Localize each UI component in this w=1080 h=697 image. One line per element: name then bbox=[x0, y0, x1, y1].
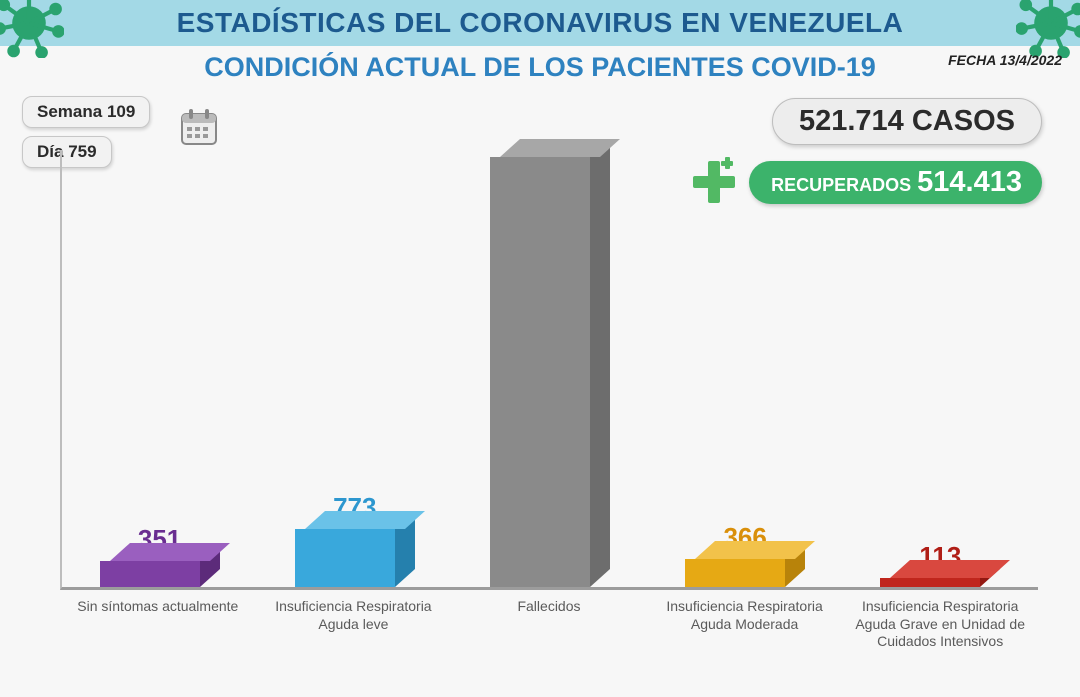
date-label: FECHA 13/4/2022 bbox=[948, 52, 1062, 68]
bars-container: 3517735698366113 bbox=[62, 150, 1038, 587]
header-band: ESTADÍSTICAS DEL CORONAVIRUS EN VENEZUEL… bbox=[0, 0, 1080, 46]
bar bbox=[100, 561, 220, 587]
week-value: 109 bbox=[107, 102, 135, 121]
x-axis-labels: Sin síntomas actualmente Insuficiencia Re… bbox=[60, 598, 1038, 651]
bar bbox=[685, 559, 805, 587]
bar-chart: 3517735698366113 Sin síntomas actualment… bbox=[60, 150, 1038, 673]
total-cases-pill: 521.714 CASOS bbox=[772, 98, 1042, 145]
x-axis-label: Sin síntomas actualmente bbox=[73, 598, 243, 651]
bar-slot: 773 bbox=[270, 150, 440, 587]
x-axis-label: Insuficiencia Respiratoria Aguda Moderad… bbox=[660, 598, 830, 651]
bar-slot: 366 bbox=[660, 150, 830, 587]
x-axis-label: Insuficiencia Respiratoria Aguda leve bbox=[268, 598, 438, 651]
x-axis-label: Insuficiencia Respiratoria Aguda Grave e… bbox=[855, 598, 1025, 651]
subtitle: CONDICIÓN ACTUAL DE LOS PACIENTES COVID-… bbox=[204, 52, 876, 83]
subtitle-row: CONDICIÓN ACTUAL DE LOS PACIENTES COVID-… bbox=[0, 46, 1080, 85]
week-pill: Semana 109 bbox=[22, 96, 150, 128]
bar-slot: 113 bbox=[855, 150, 1025, 587]
fecha-value: 13/4/2022 bbox=[1000, 52, 1062, 68]
bar bbox=[490, 187, 610, 587]
calendar-icon bbox=[178, 106, 220, 148]
week-label: Semana bbox=[37, 102, 102, 121]
bar bbox=[880, 578, 1000, 587]
bar bbox=[295, 529, 415, 587]
plot-area: 3517735698366113 bbox=[60, 150, 1038, 590]
fecha-prefix: FECHA bbox=[948, 52, 996, 68]
bar-slot: 5698 bbox=[465, 150, 635, 587]
main-title: ESTADÍSTICAS DEL CORONAVIRUS EN VENEZUEL… bbox=[177, 7, 904, 39]
x-axis-label: Fallecidos bbox=[464, 598, 634, 651]
bar-slot: 351 bbox=[75, 150, 245, 587]
cases-label: CASOS bbox=[912, 105, 1015, 137]
cases-value: 521.714 bbox=[799, 105, 904, 137]
